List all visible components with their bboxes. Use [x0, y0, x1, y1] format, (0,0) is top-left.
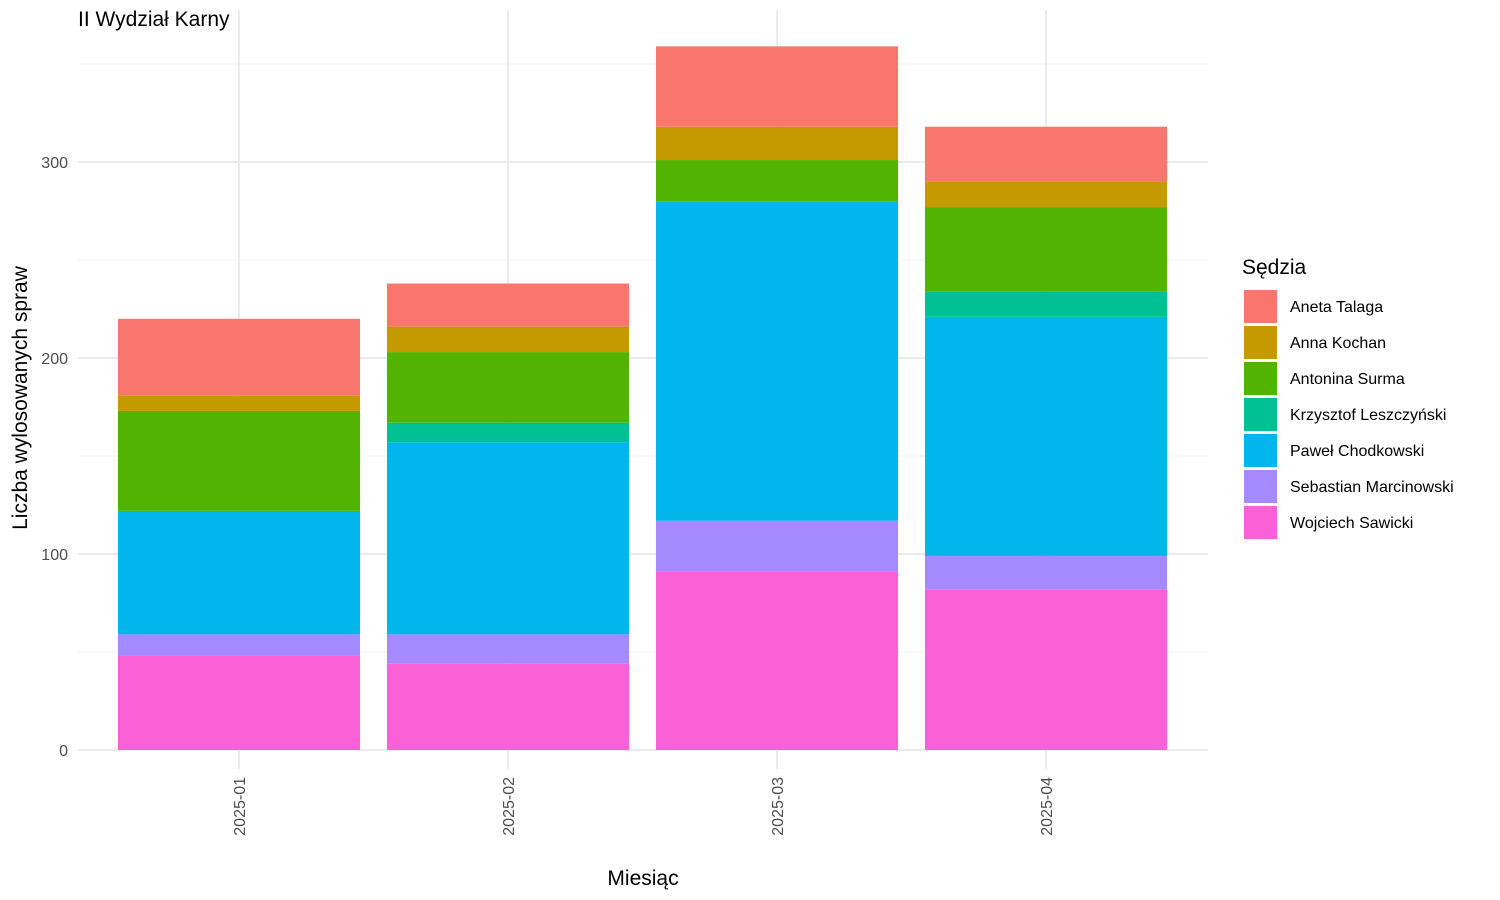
bar-segment: [386, 634, 630, 664]
bar-segment: [924, 291, 1168, 317]
bar-segment: [386, 326, 630, 353]
bar-segment: [655, 571, 899, 750]
legend-label: Wojciech Sawicki: [1290, 515, 1413, 532]
legend-key: [1244, 434, 1277, 467]
legend-key: [1244, 326, 1277, 359]
legend-label: Paweł Chodkowski: [1290, 443, 1424, 460]
bar-segment: [924, 589, 1168, 750]
bar-segment: [117, 318, 361, 396]
bars: [117, 46, 1168, 750]
legend-items: Aneta Talaga Anna Kochan Antonina Surma Krz…: [1244, 290, 1454, 539]
x-tick-label: 2025-03: [770, 777, 787, 836]
y-axis: 0 100 200 300: [41, 155, 68, 760]
bar-segment: [117, 395, 361, 411]
legend-key: [1244, 290, 1277, 323]
chart-title: II Wydział Karny: [78, 8, 230, 31]
x-tick-label: 2025-01: [232, 777, 249, 836]
bar-segment: [655, 201, 899, 521]
x-tick-label: 2025-02: [501, 777, 518, 836]
bar-segment: [117, 634, 361, 656]
legend-label: Sebastian Marcinowski: [1290, 479, 1454, 496]
bar-segment: [924, 126, 1168, 182]
legend-label: Aneta Talaga: [1290, 299, 1383, 316]
bar-segment: [386, 283, 630, 327]
bar-segment: [924, 555, 1168, 590]
y-tick-label: 0: [59, 743, 68, 760]
legend-item: Aneta Talaga: [1244, 290, 1383, 323]
bar-segment: [117, 510, 361, 635]
bar-segment: [386, 422, 630, 443]
bar-segment: [924, 181, 1168, 208]
bar-segment: [386, 442, 630, 635]
y-axis-title: Liczba wylosowanych spraw: [9, 265, 32, 530]
legend-item: Antonina Surma: [1244, 362, 1405, 395]
y-tick-label: 200: [41, 351, 68, 368]
legend-key: [1244, 506, 1277, 539]
x-tick-label: 2025-04: [1039, 777, 1056, 836]
y-tick-label: 100: [41, 547, 68, 564]
bar-segment: [655, 520, 899, 572]
x-axis-title: Miesiąc: [607, 867, 678, 890]
legend-label: Anna Kochan: [1290, 335, 1386, 352]
bar-segment: [117, 410, 361, 511]
bar-segment: [924, 316, 1168, 556]
bar-segment: [655, 160, 899, 202]
legend-item: Anna Kochan: [1244, 326, 1386, 359]
legend-item: Krzysztof Leszczyński: [1244, 398, 1446, 431]
y-tick-label: 300: [41, 155, 68, 172]
legend-key: [1244, 470, 1277, 503]
bar-segment: [655, 46, 899, 127]
bar-segment: [386, 663, 630, 750]
legend-label: Krzysztof Leszczyński: [1290, 407, 1446, 424]
legend-key: [1244, 398, 1277, 431]
legend: Sędzia Aneta Talaga Anna Kochan Antonina S…: [1242, 256, 1454, 539]
bar-segment: [924, 207, 1168, 292]
bar-segment: [655, 126, 899, 161]
legend-label: Antonina Surma: [1290, 371, 1405, 388]
legend-item: Paweł Chodkowski: [1244, 434, 1424, 467]
legend-item: Sebastian Marcinowski: [1244, 470, 1454, 503]
x-axis: 2025-01 2025-02 2025-03 2025-04: [232, 777, 1056, 836]
bar-segment: [117, 655, 361, 750]
legend-item: Wojciech Sawicki: [1244, 506, 1413, 539]
bar-segment: [386, 352, 630, 423]
legend-key: [1244, 362, 1277, 395]
legend-title: Sędzia: [1242, 256, 1307, 279]
